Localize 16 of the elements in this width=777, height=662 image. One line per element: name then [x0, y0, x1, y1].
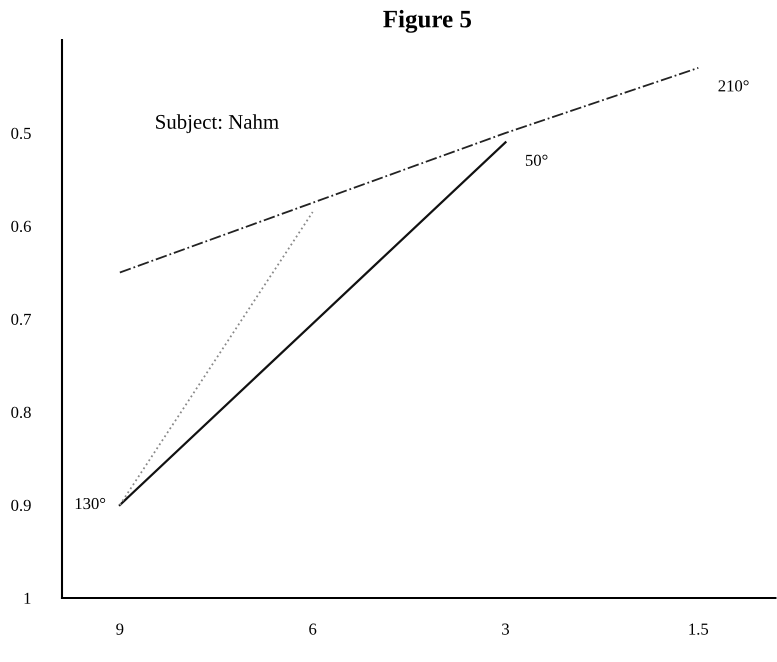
y-tick-label: 0.8 [11, 406, 31, 418]
chart-title: Figure 5 [383, 10, 471, 33]
y-tick-label: 0.7 [11, 314, 31, 326]
annotation: Subject: Nahm [156, 114, 279, 134]
x-tick-label: 6 [309, 624, 316, 635]
y-tick-label: 0.6 [11, 220, 31, 232]
annotation: 130° [76, 498, 106, 510]
y-tick-label: 1 [24, 592, 30, 604]
annotation: 50° [526, 154, 548, 166]
x-tick-label: 1.5 [689, 624, 708, 635]
line-series [118, 66, 700, 274]
y-tick-label: 0.9 [11, 500, 31, 512]
x-tick-label: 3 [502, 624, 510, 635]
y-tick-label: 0.5 [11, 128, 31, 140]
annotation: 210° [718, 80, 749, 92]
x-tick-label: 9 [116, 624, 124, 635]
